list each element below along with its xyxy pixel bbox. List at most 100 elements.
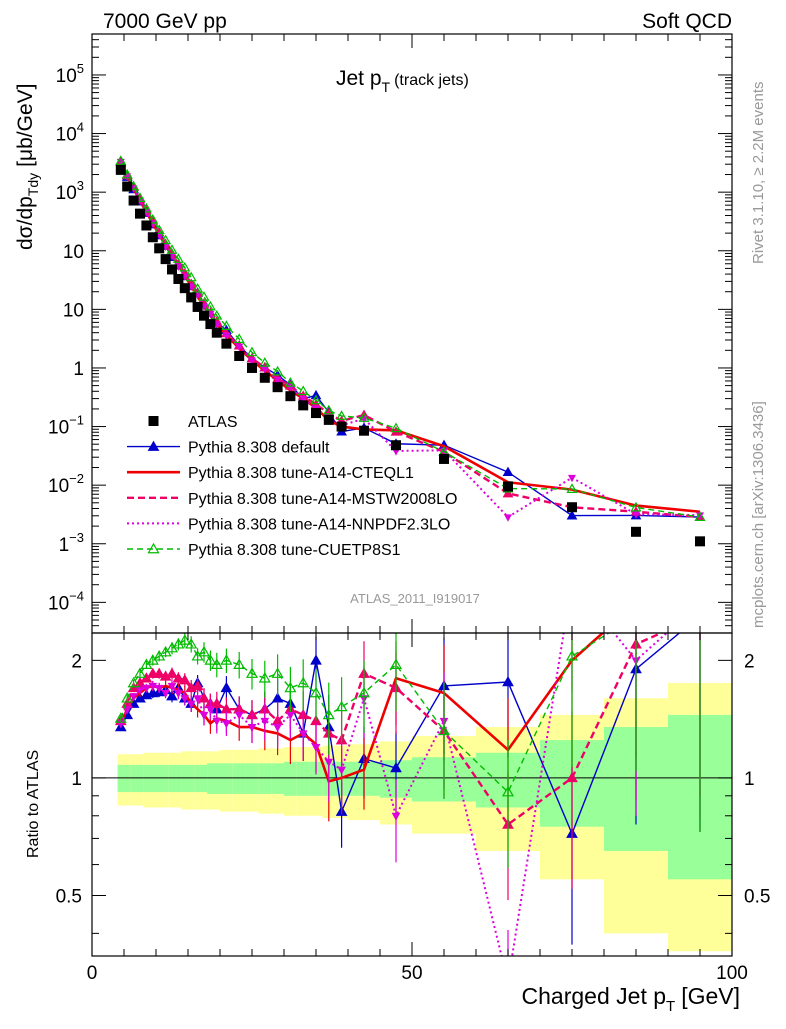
ratio-point [191, 679, 204, 691]
ratio-point [204, 654, 217, 665]
atlas-point [695, 536, 705, 547]
ratio-point [357, 686, 371, 698]
site-note: mcplots.cern.ch [arXiv:1306.3436] [750, 401, 767, 628]
atlas-point [192, 301, 203, 312]
ratio-point [172, 672, 185, 683]
main-point [310, 394, 322, 405]
ratio-point [260, 717, 270, 726]
legend-label: ATLAS [188, 414, 238, 431]
atlas-point [147, 232, 158, 243]
legend-entry-default: Pythia 8.308 default [127, 440, 330, 457]
band-inner [232, 763, 246, 794]
ratio-series [114, 578, 705, 956]
atlas-point [567, 502, 577, 513]
legend-marker [147, 440, 160, 451]
ratio-point [142, 684, 151, 693]
main-point [260, 366, 269, 374]
ratio-point [185, 637, 198, 649]
band-inner [271, 763, 284, 794]
ratio-point [297, 676, 310, 688]
main-point [233, 333, 245, 343]
atlas-point [199, 310, 209, 321]
ratio-point [180, 695, 190, 704]
main-point [248, 357, 256, 365]
ratio-point [695, 611, 705, 620]
ratio-tick-label-right: 1 [744, 769, 755, 790]
y-tick-label: 103 [56, 178, 84, 204]
atlas-point [439, 453, 449, 464]
ratio-point [186, 700, 196, 709]
atlas-point [234, 350, 245, 361]
atlas-point [173, 273, 184, 284]
main-point [220, 320, 232, 330]
ratio-point [197, 645, 211, 657]
ratio-point [273, 724, 282, 733]
ratio-point [198, 692, 210, 703]
atlas-point [221, 338, 232, 349]
y-tick-label: 1 [73, 359, 84, 380]
atlas-point [247, 362, 257, 373]
main-point [198, 291, 210, 301]
band-inner [143, 764, 156, 793]
band-inner [245, 763, 259, 794]
legend-entry-cteql1: Pythia 8.308 tune-A14-CTEQL1 [127, 465, 414, 482]
x-tick-label: 50 [401, 963, 422, 984]
ratio-point [311, 744, 321, 753]
ratio-point [437, 724, 451, 736]
band-inner [156, 764, 169, 793]
ratio-point [178, 634, 191, 645]
main-point [694, 511, 706, 521]
legend-label: Pythia 8.308 tune-CUETP8S1 [188, 542, 401, 559]
main-point [153, 224, 165, 235]
atlas-point [179, 283, 190, 294]
ratio-tick-label: 1 [71, 769, 82, 790]
ratio-series-nnpdf [116, 578, 704, 956]
x-axis-label: Charged Jet pT [GeV] [522, 983, 740, 1015]
main-point [502, 466, 514, 476]
analysis-id: ATLAS_2011_I919017 [350, 591, 480, 606]
rivet-note: Rivet 3.1.10, ≥ 2.2M events [750, 82, 767, 265]
ratio-point [135, 686, 145, 695]
ratio-point [133, 667, 147, 678]
ratio-point [210, 697, 223, 708]
main-point [185, 271, 197, 282]
band-inner [284, 761, 297, 796]
band-inner [296, 761, 310, 796]
band-inner [258, 763, 272, 794]
main-series-cteql1 [119, 161, 701, 514]
legend-label: Pythia 8.308 tune-A14-MSTW2008LO [188, 491, 457, 508]
atlas-point [359, 425, 369, 436]
ratio-point [166, 690, 178, 701]
y-tick-label: 105 [56, 61, 84, 87]
ratio-point [122, 706, 132, 715]
atlas-point [259, 372, 270, 383]
ratio-point [502, 676, 514, 687]
ratio-point [569, 578, 576, 585]
ratio-point [697, 601, 704, 608]
ratio-point [199, 711, 209, 720]
y-axis-label-ratio: Ratio to ATLAS [25, 750, 42, 858]
y-tick-label: 104 [56, 120, 84, 146]
main-point [504, 514, 512, 522]
ratio-point [166, 667, 178, 678]
energy-label: 7000 GeV pp [103, 10, 227, 33]
main-point [297, 385, 309, 396]
main-point [235, 343, 244, 352]
legend-label: Pythia 8.308 tune-A14-NNPDF2.3LO [188, 516, 450, 533]
main-point [272, 365, 284, 376]
ratio-point [271, 667, 284, 678]
ratio-point [178, 674, 191, 685]
atlas-data [115, 164, 705, 547]
uncertainty-bands [92, 683, 732, 952]
main-point [160, 234, 172, 245]
band-inner [130, 764, 144, 793]
atlas-point [391, 440, 401, 451]
ratio-tick-label: 0.5 [56, 887, 82, 908]
main-point [566, 510, 578, 520]
main-line-nnpdf [119, 161, 701, 519]
legend-label: Pythia 8.308 default [188, 440, 330, 457]
ratio-point [258, 672, 271, 683]
y-axis-label-main: dσ/dpTdy[μb/GeV] [14, 84, 41, 251]
